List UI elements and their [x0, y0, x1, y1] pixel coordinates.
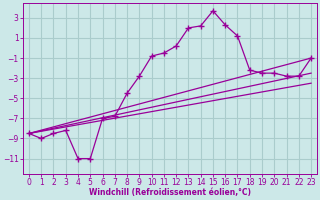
- X-axis label: Windchill (Refroidissement éolien,°C): Windchill (Refroidissement éolien,°C): [89, 188, 251, 197]
